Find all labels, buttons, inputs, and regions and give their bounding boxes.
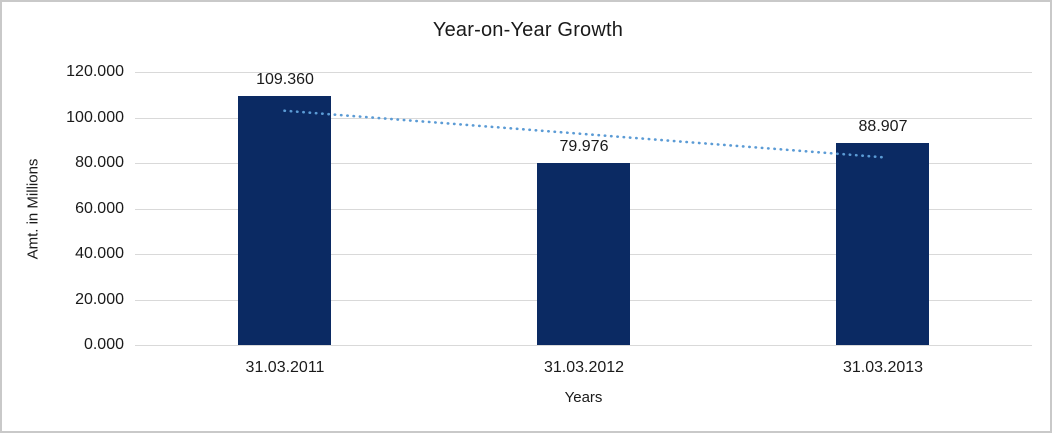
y-tick-label: 120.000 bbox=[66, 63, 124, 80]
gridline bbox=[135, 72, 1032, 73]
data-label: 109.360 bbox=[256, 71, 314, 88]
y-tick-label: 40.000 bbox=[75, 245, 124, 262]
data-label: 88.907 bbox=[858, 118, 908, 135]
bar-31.03.2012 bbox=[537, 163, 630, 345]
gridline bbox=[135, 345, 1032, 346]
x-category-label: 31.03.2013 bbox=[842, 359, 924, 376]
y-tick-label: 100.000 bbox=[66, 109, 124, 126]
data-label: 79.976 bbox=[559, 138, 609, 155]
y-tick-label: 0.000 bbox=[83, 336, 124, 353]
x-category-label: 31.03.2011 bbox=[245, 359, 325, 376]
chart-title: Year-on-Year Growth bbox=[432, 19, 624, 41]
bar-31.03.2013 bbox=[836, 143, 929, 345]
bar-31.03.2011 bbox=[238, 96, 331, 345]
x-category-label: 31.03.2012 bbox=[543, 359, 625, 376]
x-axis-title: Years bbox=[564, 389, 603, 406]
y-tick-label: 60.000 bbox=[75, 200, 124, 217]
y-tick-label: 20.000 bbox=[75, 291, 124, 308]
y-tick-label: 80.000 bbox=[75, 154, 124, 171]
